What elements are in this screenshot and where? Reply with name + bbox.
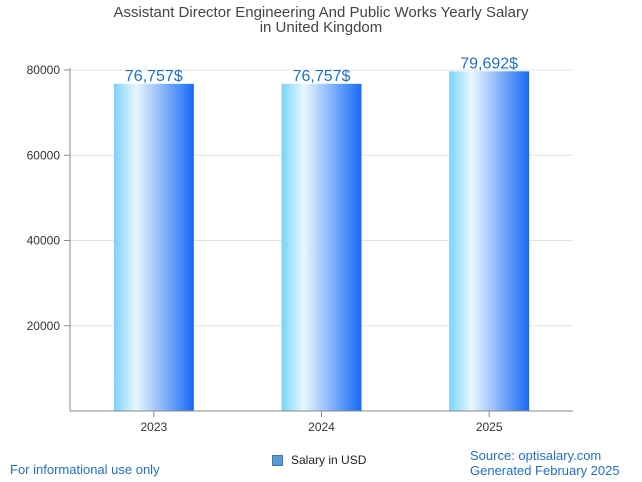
data-label: 76,757$	[125, 68, 183, 85]
chart-title-line-1: Assistant Director Engineering And Publi…	[113, 4, 529, 21]
bar-2024	[281, 83, 362, 411]
generated-text: Generated February 2025	[470, 463, 620, 478]
chart-title-line-2: in United Kingdom	[259, 19, 383, 36]
x-tick-label: 2023	[140, 420, 167, 434]
legend-swatch	[272, 454, 283, 466]
x-tick-label: 2024	[308, 420, 335, 434]
bar-2023	[113, 83, 194, 411]
data-label: 76,757$	[293, 68, 351, 85]
y-tick-label: 80000	[27, 63, 61, 77]
legend-label: Salary in USD	[291, 453, 367, 467]
y-tick-label: 60000	[27, 148, 61, 162]
data-label: 79,692$	[460, 55, 518, 72]
x-tick-label: 2025	[476, 420, 503, 434]
disclaimer-text: For informational use only	[10, 462, 160, 477]
chart-legend: Salary in USD	[272, 453, 366, 467]
bar-2025	[449, 71, 530, 411]
y-tick-label: 40000	[27, 234, 61, 248]
y-tick-label: 20000	[27, 319, 61, 333]
source-text: Source: optisalary.com	[470, 448, 602, 463]
